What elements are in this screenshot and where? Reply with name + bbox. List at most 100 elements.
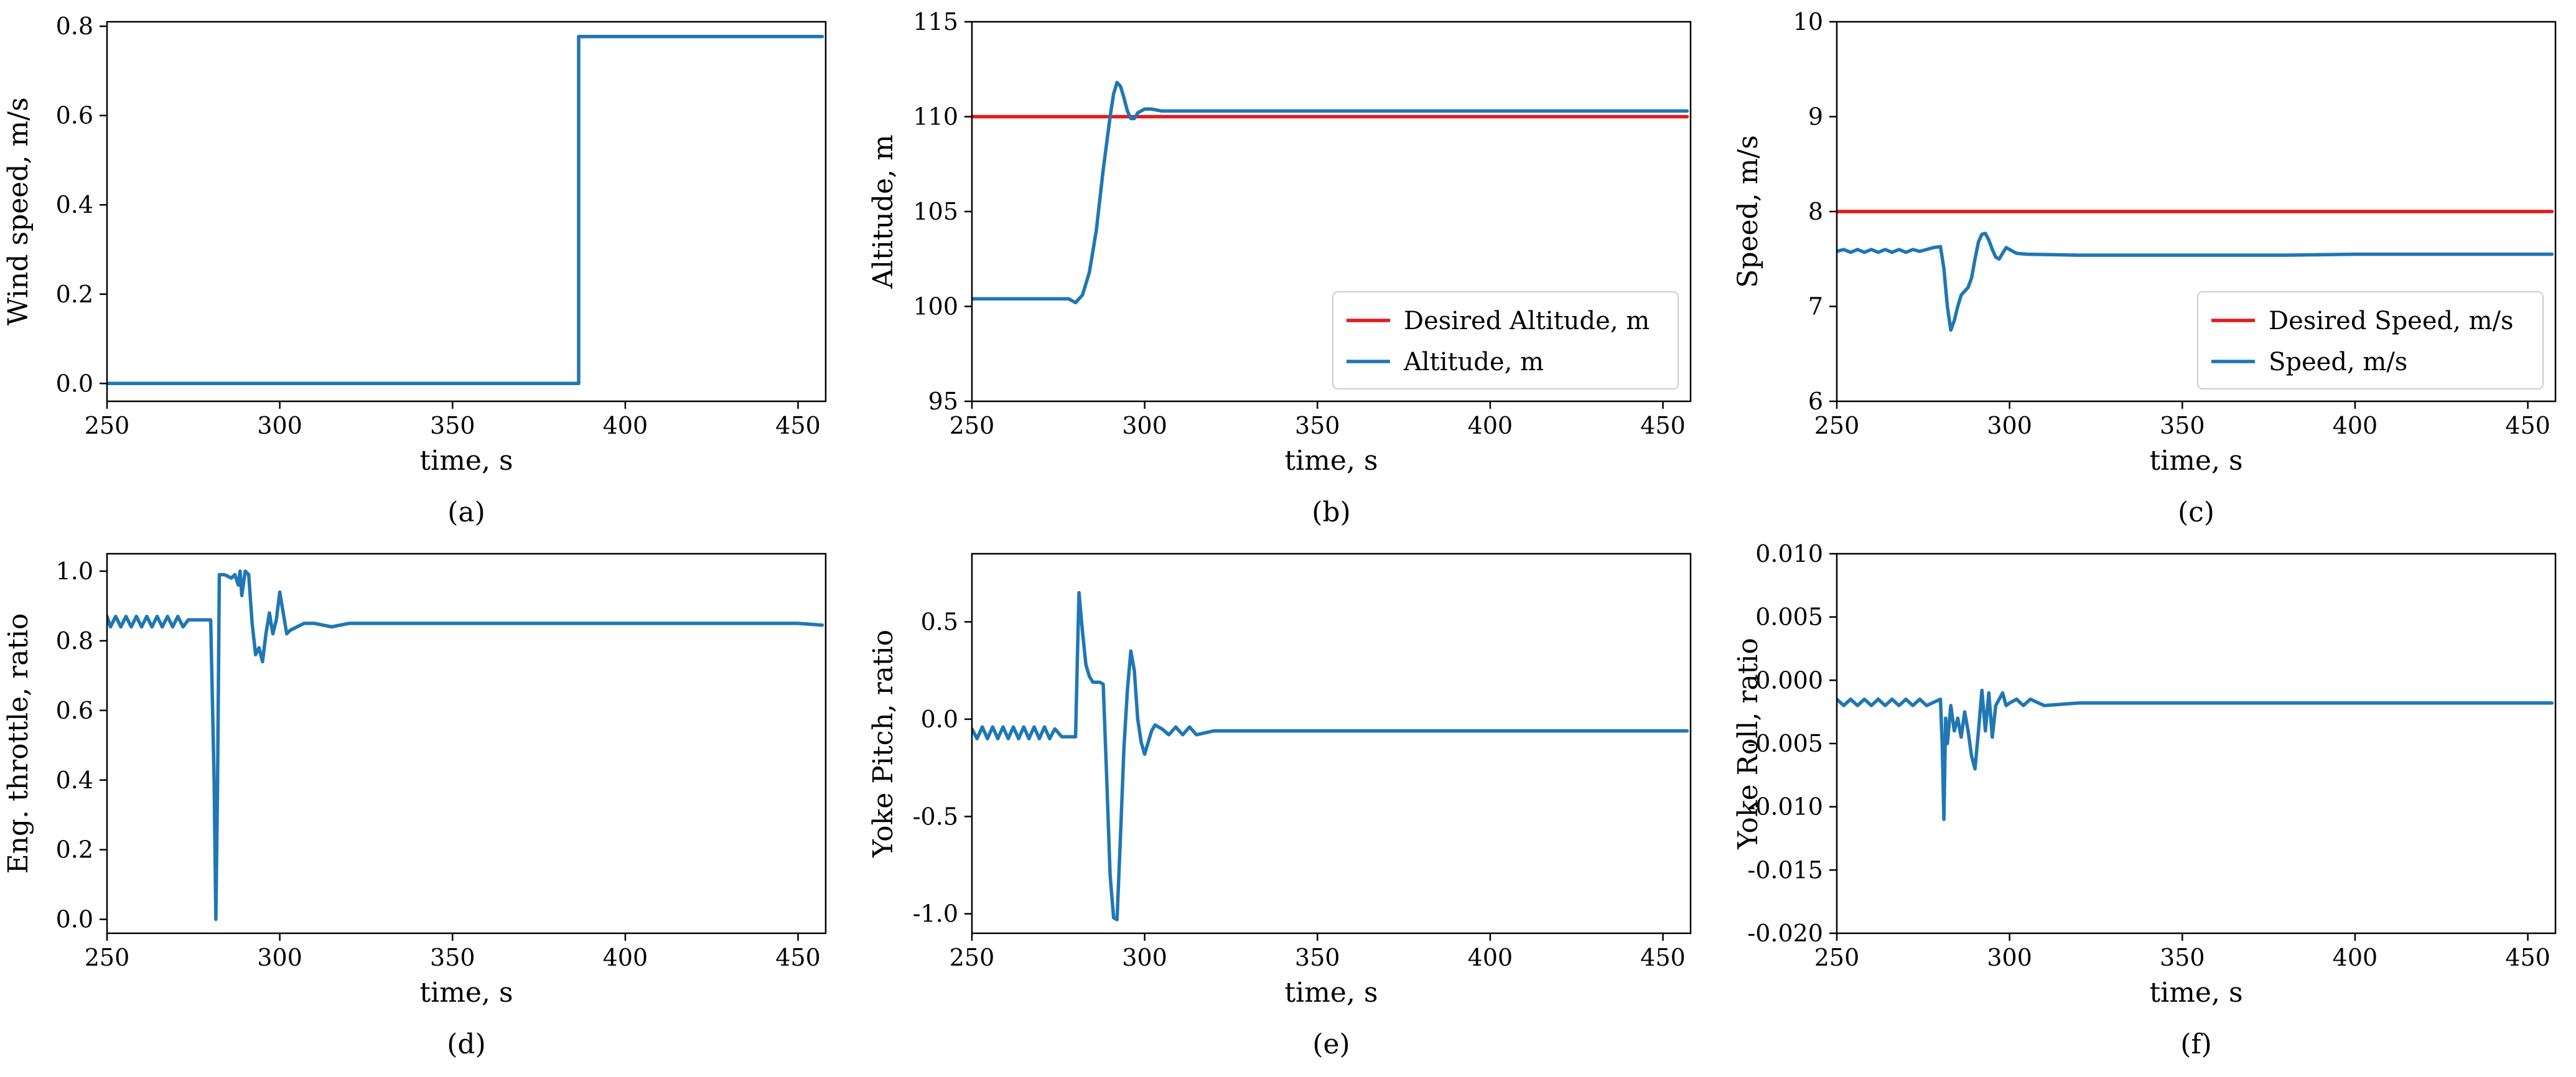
y-tick-label: -0.5 — [913, 803, 958, 830]
x-tick-label: 250 — [85, 944, 130, 971]
series-line-a-0 — [107, 34, 824, 386]
chart-b: 250 300 350 400 450 95 100 105 110 115 time, s Alti… — [867, 8, 1692, 528]
x-tick-label: 450 — [1640, 944, 1686, 971]
y-tick-label: 0.0 — [56, 370, 93, 397]
y-tick-label: 0.0 — [921, 706, 958, 733]
x-tick-label: 350 — [1295, 412, 1340, 439]
x-tick-label: 400 — [2333, 412, 2378, 439]
x-tick-label: 350 — [430, 412, 475, 439]
y-tick-label: 0.6 — [56, 697, 93, 724]
y-axis-label: Yoke Roll, ratio — [1732, 638, 1764, 850]
x-tick-label: 250 — [950, 944, 995, 971]
y-tick-label: 0.8 — [56, 12, 93, 40]
y-tick-label: 110 — [913, 103, 958, 131]
y-axis-label: Speed, m/s — [1732, 135, 1764, 288]
y-tick-label: 0.2 — [56, 836, 93, 864]
x-axis-label: time, s — [419, 977, 513, 1009]
x-tick-label: 350 — [2160, 412, 2205, 439]
chart-c: 250 300 350 400 450 6 7 8 9 10 time, s Speed, m/s (c… — [1732, 8, 2557, 528]
y-tick-label: 0.005 — [1755, 604, 1823, 631]
y-tick-label: 0.5 — [921, 608, 958, 635]
plot-frame-e — [971, 552, 1692, 935]
x-tick-label: 400 — [603, 412, 648, 439]
x-tick-label: 400 — [603, 944, 648, 971]
legend-box — [1332, 291, 1679, 389]
x-tick-label: 400 — [2333, 944, 2378, 971]
series-line-b-1 — [972, 80, 1689, 305]
x-tick-label: 450 — [2505, 412, 2550, 439]
legend-box — [2197, 291, 2544, 389]
y-tick-label: 115 — [913, 8, 958, 35]
y-tick-label: 1.0 — [56, 557, 93, 585]
legend-c: Desired Speed, m/s Speed, m/s — [2197, 291, 2544, 389]
y-axis-label: Wind speed, m/s — [2, 97, 34, 325]
chart-d: 250 300 350 400 450 0.0 0.2 0.4 0.6 0.8 1.0 time, s… — [2, 552, 827, 1060]
y-tick-label: 0.000 — [1755, 666, 1823, 694]
x-tick-label: 350 — [2160, 944, 2205, 971]
x-tick-label: 300 — [257, 412, 302, 439]
y-tick-label: 10 — [1793, 8, 1823, 35]
chart-f: 250 300 350 400 450 -0.020 -0.015 -0.010 -0.005 0… — [1732, 540, 2557, 1060]
x-axis-label: time, s — [2149, 445, 2242, 477]
y-tick-label: 100 — [913, 293, 958, 320]
x-tick-label: 300 — [1987, 944, 2032, 971]
legend-entry: Desired Altitude, m — [1404, 307, 1650, 335]
x-tick-label: 400 — [1468, 944, 1513, 971]
y-axis-label: Yoke Pitch, ratio — [867, 630, 899, 858]
y-tick-label: 0.8 — [56, 627, 93, 655]
figure-caption: (d) — [447, 1028, 486, 1060]
plot-frame-d — [106, 552, 827, 935]
x-tick-label: 450 — [1640, 412, 1686, 439]
legend-b: Desired Altitude, m Altitude, m — [1332, 291, 1679, 389]
x-axis-label: time, s — [419, 445, 513, 477]
series-line-e-0 — [972, 590, 1689, 921]
figure-caption: (b) — [1312, 497, 1351, 528]
legend-entry: Altitude, m — [1403, 348, 1544, 376]
y-tick-label: 0.0 — [56, 906, 93, 933]
x-tick-label: 250 — [950, 412, 995, 439]
plot-frame-a — [106, 21, 827, 403]
y-axis-label: Eng. throttle, ratio — [2, 613, 34, 874]
y-tick-label: 95 — [928, 388, 958, 415]
series-line-d-0 — [107, 569, 824, 921]
y-tick-label: 8 — [1808, 198, 1823, 225]
x-tick-label: 350 — [430, 944, 475, 971]
figure-caption: (e) — [1312, 1028, 1350, 1060]
y-axis-label: Altitude, m — [867, 134, 899, 289]
y-tick-label: 105 — [913, 198, 958, 225]
figure-caption: (c) — [2178, 497, 2214, 528]
figure-caption: (a) — [447, 497, 485, 528]
x-tick-label: 250 — [1814, 412, 1860, 439]
x-tick-label: 300 — [257, 944, 302, 971]
y-tick-label: -0.005 — [1747, 730, 1823, 757]
y-tick-label: 0.4 — [56, 767, 93, 794]
x-tick-label: 300 — [1122, 944, 1167, 971]
y-tick-label: 7 — [1808, 293, 1823, 320]
x-tick-label: 450 — [775, 944, 821, 971]
series-line-c-1 — [1837, 231, 2554, 332]
x-tick-label: 450 — [2505, 944, 2550, 971]
y-tick-label: -0.010 — [1747, 793, 1823, 821]
x-axis-label: time, s — [1284, 977, 1378, 1009]
x-tick-label: 250 — [1814, 944, 1860, 971]
series-line-f-0 — [1837, 688, 2554, 821]
legend-entry: Desired Speed, m/s — [2269, 307, 2514, 335]
chart-a: 250 300 350 400 450 0.0 0.2 0.4 0.6 0.8 time, s Win… — [2, 12, 827, 528]
y-tick-label: 6 — [1808, 388, 1823, 415]
y-tick-label: 9 — [1808, 103, 1823, 131]
y-tick-label: 0.4 — [56, 191, 93, 218]
x-tick-label: 350 — [1295, 944, 1340, 971]
x-tick-label: 400 — [1468, 412, 1513, 439]
x-tick-label: 450 — [775, 412, 821, 439]
y-tick-label: 0.6 — [56, 102, 93, 129]
y-tick-label: -1.0 — [913, 900, 958, 928]
y-tick-label: 0.010 — [1755, 540, 1823, 567]
x-tick-label: 300 — [1122, 412, 1167, 439]
x-axis-label: time, s — [2149, 977, 2242, 1009]
chart-e: 250 300 350 400 450 -1.0 -0.5 0.0 0.5 time, s Yoke… — [867, 552, 1692, 1060]
x-tick-label: 300 — [1987, 412, 2032, 439]
x-axis-label: time, s — [1284, 445, 1378, 477]
y-tick-label: -0.015 — [1747, 856, 1823, 884]
x-tick-label: 250 — [85, 412, 130, 439]
